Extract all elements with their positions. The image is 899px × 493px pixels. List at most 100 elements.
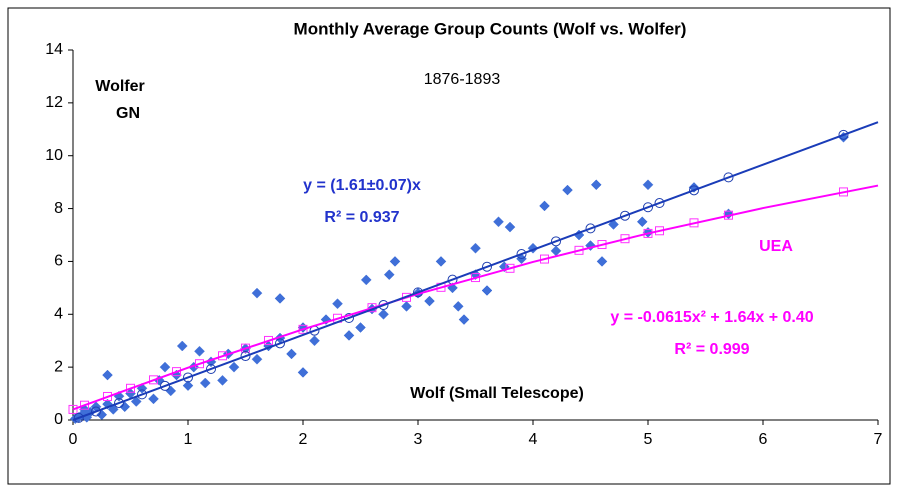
data-point	[217, 375, 228, 386]
data-point	[195, 359, 204, 369]
data-point	[689, 185, 699, 196]
annotation: UEA	[759, 238, 793, 255]
data-point	[360, 274, 372, 286]
data-point	[378, 308, 389, 320]
y-tick-label: 6	[54, 253, 63, 270]
data-point	[344, 312, 354, 323]
annotation: 1876-1893	[424, 71, 501, 88]
annotation: y = (1.61±0.07)x	[303, 177, 421, 194]
data-point	[119, 401, 131, 413]
data-point	[130, 396, 142, 407]
data-point	[482, 261, 492, 272]
data-point	[96, 409, 108, 421]
y-tick-label: 10	[45, 147, 63, 164]
chart-border	[7, 7, 891, 485]
data-point	[159, 361, 171, 373]
data-point	[298, 324, 308, 334]
data-point	[516, 249, 527, 260]
y-tick-label: 0	[54, 411, 63, 428]
data-point	[274, 293, 286, 304]
x-tick-label: 5	[644, 431, 653, 448]
data-point	[551, 236, 561, 247]
data-point	[80, 400, 89, 410]
x-tick-label: 7	[874, 431, 883, 448]
fit-line	[72, 121, 879, 421]
data-point	[355, 322, 366, 333]
data-point	[251, 353, 263, 365]
data-point	[470, 242, 481, 254]
data-point	[172, 367, 181, 377]
annotation: y = -0.0615x² + 1.64x + 0.40	[610, 309, 813, 326]
data-point	[199, 377, 211, 389]
data-point	[654, 198, 665, 209]
data-point	[73, 412, 84, 423]
data-point	[183, 372, 193, 383]
data-point	[194, 345, 205, 357]
data-point	[126, 383, 135, 393]
data-point	[228, 361, 240, 373]
data-point	[240, 351, 251, 362]
data-point	[275, 338, 285, 349]
data-point	[309, 335, 320, 347]
data-point	[68, 404, 78, 414]
x-tick-label: 3	[414, 431, 423, 448]
data-point	[114, 398, 124, 409]
x-tick-label: 1	[184, 431, 193, 448]
data-point	[458, 314, 470, 325]
data-point	[137, 389, 147, 400]
annotation: R² = 0.999	[674, 341, 749, 358]
data-point	[149, 375, 158, 385]
data-point	[182, 380, 194, 391]
data-point	[505, 263, 515, 273]
data-point	[91, 406, 101, 417]
annotation: Wolfer	[95, 78, 144, 95]
data-point	[102, 369, 113, 381]
x-tick-label: 6	[759, 431, 768, 448]
data-point	[176, 340, 188, 352]
fit-line	[72, 184, 879, 411]
x-tick-label: 2	[299, 431, 308, 448]
data-point	[165, 385, 177, 397]
x-tick-label: 0	[69, 431, 78, 448]
data-point	[620, 210, 630, 221]
data-point	[590, 179, 602, 191]
y-tick-label: 4	[54, 306, 63, 323]
y-tick-label: 12	[45, 94, 63, 111]
data-point	[297, 367, 309, 378]
annotation: R² = 0.937	[324, 209, 399, 226]
data-point	[148, 393, 159, 405]
data-point	[504, 221, 516, 233]
data-point	[435, 256, 447, 267]
data-point	[102, 398, 113, 410]
y-tick-label: 2	[54, 358, 63, 375]
data-point	[585, 223, 596, 234]
data-point	[286, 348, 297, 360]
y-tick-label: 8	[54, 200, 63, 217]
x-tick-label: 4	[529, 431, 538, 448]
data-point	[452, 301, 464, 312]
data-point	[493, 216, 504, 228]
data-point	[206, 363, 216, 374]
data-point	[251, 287, 263, 299]
data-point	[343, 330, 355, 341]
data-point	[481, 285, 493, 296]
chart-title: Monthly Average Group Counts (Wolf vs. W…	[294, 19, 687, 38]
data-point	[424, 295, 435, 307]
annotation: GN	[116, 105, 140, 122]
data-point	[401, 301, 412, 312]
data-point	[642, 179, 654, 191]
data-point	[383, 269, 395, 280]
data-point	[688, 182, 700, 193]
data-point	[723, 172, 734, 183]
data-point	[389, 256, 401, 267]
data-point	[562, 184, 573, 196]
data-point	[643, 202, 653, 213]
x-axis-label: Wolf (Small Telescope)	[410, 385, 584, 402]
data-point	[838, 129, 849, 140]
y-tick-label: 14	[45, 41, 63, 58]
data-point	[636, 216, 648, 228]
data-point	[539, 200, 550, 212]
data-point	[160, 380, 170, 391]
data-point	[596, 256, 608, 267]
